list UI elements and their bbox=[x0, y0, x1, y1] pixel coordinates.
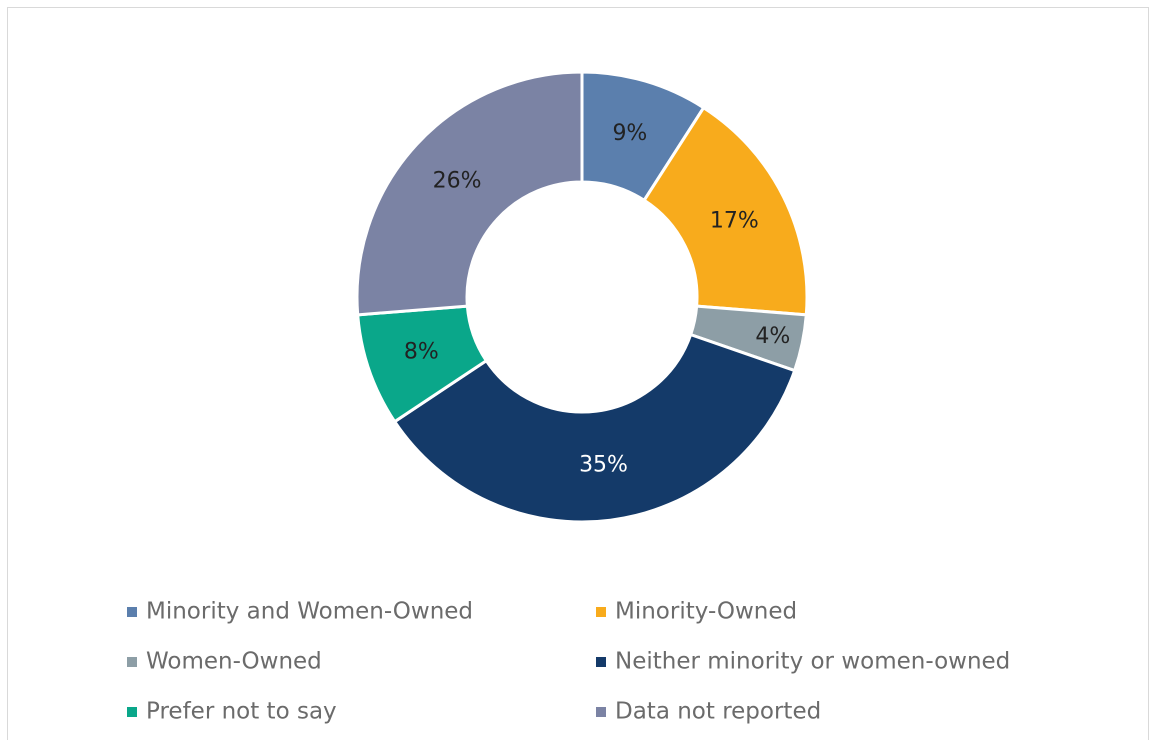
donut-slice bbox=[392, 332, 797, 524]
legend-swatch bbox=[596, 657, 606, 667]
legend-label: Minority-Owned bbox=[615, 599, 797, 625]
legend-swatch bbox=[596, 607, 606, 617]
data-label: 35% bbox=[579, 453, 628, 478]
data-label: 26% bbox=[433, 169, 482, 194]
data-label: 4% bbox=[755, 324, 790, 349]
chart-border bbox=[7, 7, 1149, 740]
legend-label: Minority and Women-Owned bbox=[146, 599, 473, 625]
legend-swatch bbox=[127, 657, 137, 667]
data-label: 17% bbox=[710, 209, 759, 234]
legend-swatch bbox=[127, 707, 137, 717]
data-label: 8% bbox=[404, 340, 439, 365]
legend-swatch bbox=[596, 707, 606, 717]
legend-label: Neither minority or women-owned bbox=[615, 649, 1010, 675]
legend-label: Prefer not to say bbox=[146, 699, 337, 725]
data-label: 9% bbox=[612, 121, 647, 146]
legend-swatch bbox=[127, 607, 137, 617]
legend-label: Data not reported bbox=[615, 699, 821, 725]
donut-slice bbox=[642, 105, 809, 317]
legend-label: Women-Owned bbox=[146, 649, 322, 675]
donut-slice bbox=[355, 70, 584, 317]
